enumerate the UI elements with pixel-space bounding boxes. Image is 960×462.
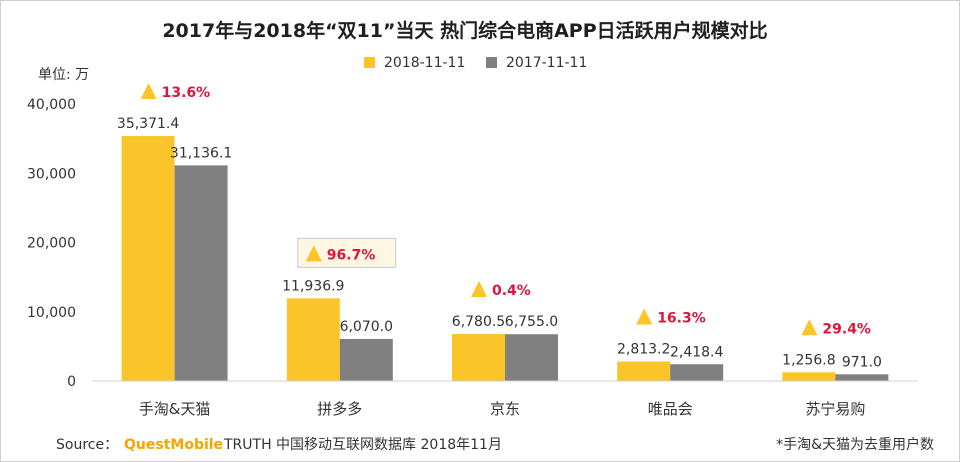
bar-2018 xyxy=(286,298,340,381)
x-tick-label: 苏宁易购 xyxy=(805,400,865,418)
legend-label-2018: 2018-11-11 xyxy=(384,55,465,71)
growth-triangle-icon xyxy=(801,319,818,336)
y-tick-label: 30,000 xyxy=(27,166,76,182)
source-label: Source： xyxy=(56,437,118,453)
x-axis: 手淘&天猫 拼多多 京东 唯品会 苏宁易购 xyxy=(92,380,918,418)
y-tick-label: 40,000 xyxy=(27,97,76,113)
source-text: TRUTH 中国移动互联网数据库 2018年11月 xyxy=(223,437,502,453)
bar-2018 xyxy=(782,372,836,381)
x-tick-label: 唯品会 xyxy=(648,400,693,418)
data-label: 11,936.9 xyxy=(282,278,344,294)
data-label: 6,755.0 xyxy=(505,314,558,330)
footnote: *手淘&天猫为去重用户数 xyxy=(776,436,934,453)
x-tick-label: 手淘&天猫 xyxy=(139,400,211,418)
data-label: 971.0 xyxy=(842,354,882,370)
bars xyxy=(121,136,889,381)
legend-swatch-2018 xyxy=(364,57,375,68)
y-tick-label: 20,000 xyxy=(27,236,76,252)
data-label: 31,136.1 xyxy=(170,145,232,161)
data-label: 2,418.4 xyxy=(670,344,724,360)
legend-swatch-2017 xyxy=(486,57,497,68)
growth-label: 96.7% xyxy=(327,247,376,263)
y-axis: 0 10,000 20,000 30,000 40,000 xyxy=(27,97,76,390)
data-label: 2,813.2 xyxy=(617,342,670,358)
growth-label: 0.4% xyxy=(492,283,531,299)
bar-2017 xyxy=(174,165,228,381)
value-labels: 35,371.4 31,136.1 11,936.9 6,070.0 6,780.5 6,… xyxy=(117,116,882,370)
bar-2017 xyxy=(505,334,558,381)
unit-label: 单位: 万 xyxy=(38,67,89,83)
data-label: 1,256.8 xyxy=(782,352,835,368)
x-tick-label: 京东 xyxy=(490,400,520,418)
bar-2017 xyxy=(835,374,889,381)
bar-2018 xyxy=(617,361,671,381)
y-tick-label: 10,000 xyxy=(27,305,76,321)
bar-2018 xyxy=(121,136,175,381)
growth-label: 16.3% xyxy=(657,311,706,327)
data-label: 6,780.5 xyxy=(452,314,505,330)
bar-2017 xyxy=(339,338,393,381)
growth-triangle-icon xyxy=(471,281,487,298)
growth-triangle-icon xyxy=(305,245,322,262)
growth-label: 29.4% xyxy=(822,321,871,337)
y-tick-label: 0 xyxy=(67,374,76,390)
legend-label-2017: 2017-11-11 xyxy=(506,55,587,71)
growth-annotations: 13.6% 96.7% 0.4% 16.3% 29.4% xyxy=(140,83,871,337)
bar-2017 xyxy=(670,364,724,381)
growth-label: 13.6% xyxy=(162,85,211,101)
chart-title: 2017年与2018年“双11”当天 热门综合电商APP日活跃用户规模对比 xyxy=(162,19,767,42)
footer: Source： QuestMobile TRUTH 中国移动互联网数据库 201… xyxy=(56,436,934,453)
growth-triangle-icon xyxy=(140,83,157,100)
data-label: 35,371.4 xyxy=(117,116,179,132)
x-tick-label: 拼多多 xyxy=(317,400,362,418)
growth-triangle-icon xyxy=(636,308,653,325)
data-label: 6,070.0 xyxy=(340,319,393,335)
legend: 2018-11-11 2017-11-11 xyxy=(364,55,587,71)
bar-2018 xyxy=(452,334,505,381)
source-brand: QuestMobile xyxy=(124,437,223,453)
